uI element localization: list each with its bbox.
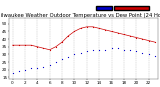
Title: Milwaukee Weather Outdoor Temperature vs Dew Point (24 Hours): Milwaukee Weather Outdoor Temperature vs… [0,13,160,17]
